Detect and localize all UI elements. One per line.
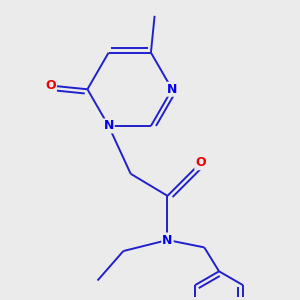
Text: O: O: [45, 79, 56, 92]
Text: N: N: [103, 119, 114, 132]
Text: N: N: [162, 233, 173, 247]
Text: O: O: [195, 156, 206, 169]
Text: N: N: [167, 83, 177, 96]
